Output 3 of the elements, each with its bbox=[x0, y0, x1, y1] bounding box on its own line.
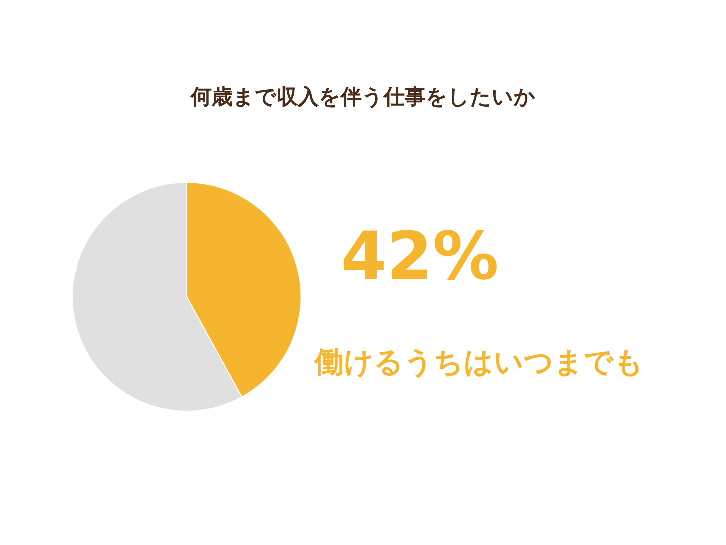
data-label: 42% bbox=[341, 218, 499, 295]
slice-label: 働けるうちはいつまでも bbox=[314, 345, 644, 379]
chart-title: 何歳まで収入を伴う仕事をしたいか bbox=[190, 85, 536, 109]
